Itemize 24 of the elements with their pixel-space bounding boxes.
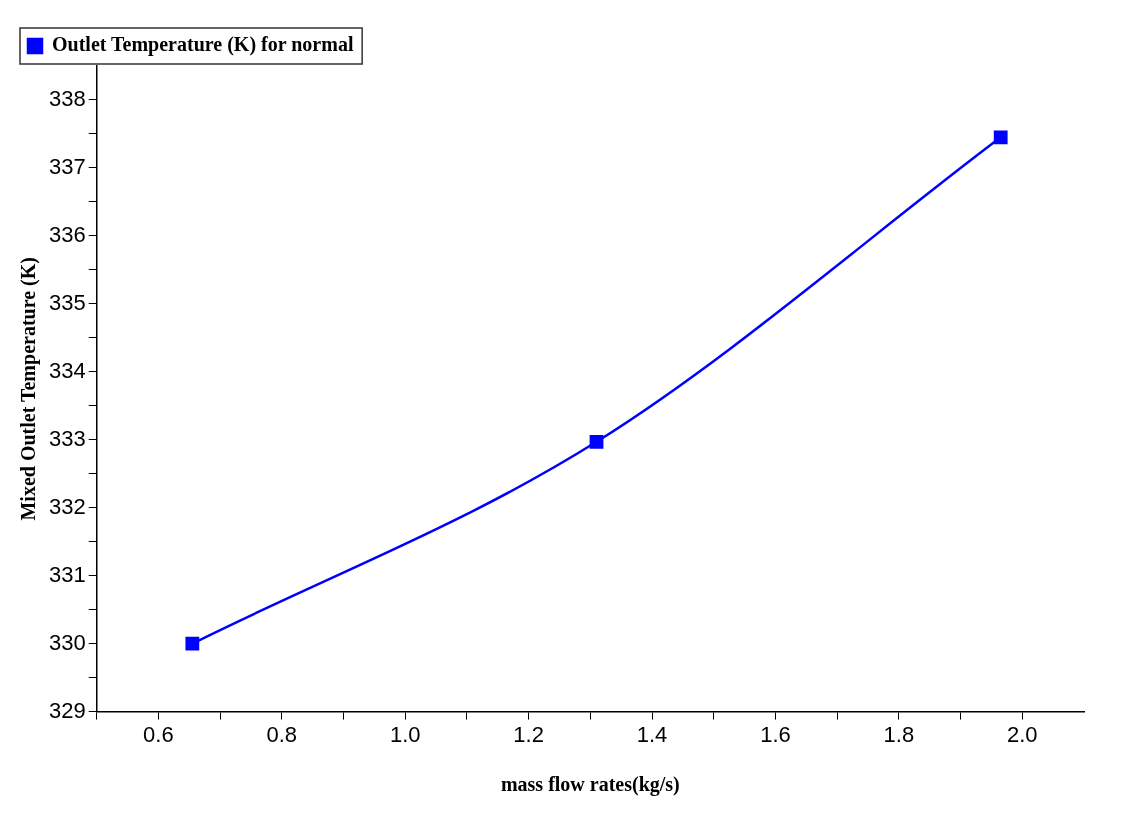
y-tick-label: 334 <box>48 357 86 383</box>
y-tick-label: 333 <box>48 425 86 451</box>
x-tick-label: 1.6 <box>760 721 791 747</box>
point <box>993 130 1008 145</box>
x-tick-label: 2.0 <box>1007 721 1038 747</box>
x-tick-label: 0.6 <box>143 721 174 747</box>
y-tick-label: 337 <box>48 154 86 179</box>
x-tick-label: 1.2 <box>513 721 544 747</box>
y-tick-label: 335 <box>48 289 86 315</box>
point <box>185 636 200 651</box>
legend-label: Outlet Temperature (K) for normal <box>52 33 354 57</box>
y-tick-label: 330 <box>48 629 86 655</box>
x-axis-title: mass flow rates(kg/s) <box>500 773 680 797</box>
x-tick-label: 0.8 <box>266 721 298 747</box>
x-tick-label: 1.4 <box>636 721 668 747</box>
y-tick-label: 331 <box>48 561 86 587</box>
x-tick-label: 1.0 <box>389 721 421 747</box>
point <box>589 434 604 449</box>
y-tick-label: 338 <box>48 86 86 112</box>
x-tick-label: 1.8 <box>883 721 915 747</box>
y-tick-label: 336 <box>48 221 86 247</box>
y-tick-label: 329 <box>48 697 86 723</box>
y-axis-title: Mixed Outlet Temperature (K) <box>17 257 41 521</box>
y-tick-label: 332 <box>48 493 86 519</box>
